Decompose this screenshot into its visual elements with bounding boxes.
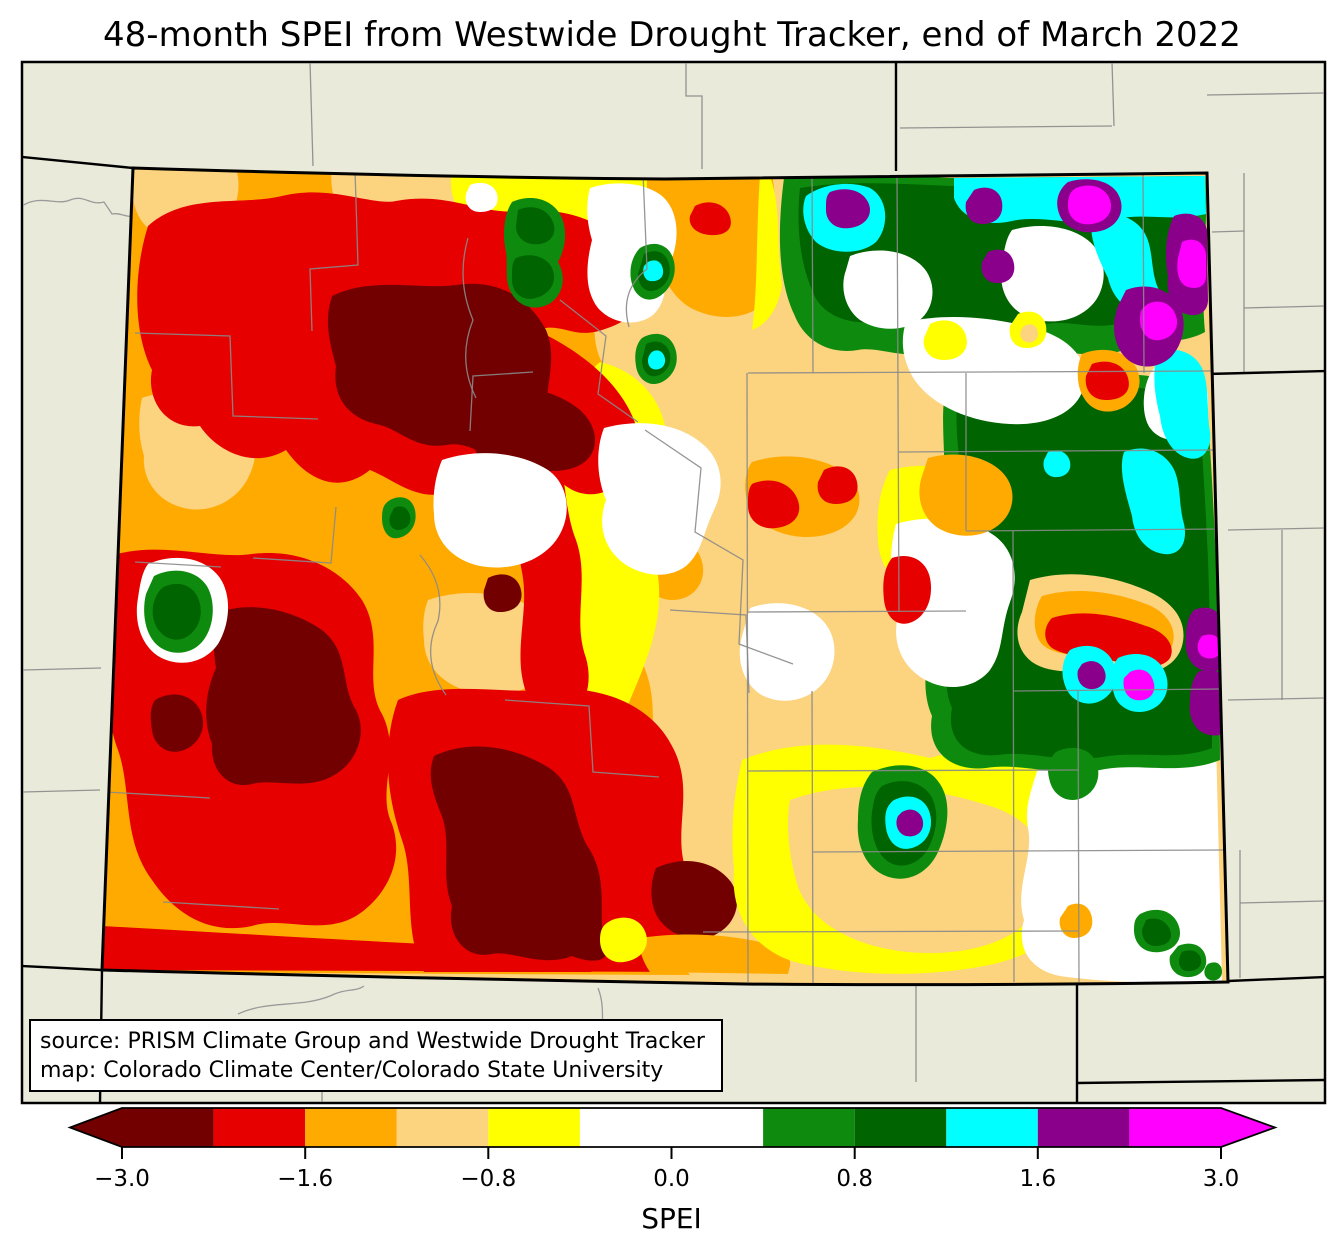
- svg-text:0.0: 0.0: [653, 1166, 690, 1192]
- figure-title: 48-month SPEI from Westwide Drought Trac…: [103, 15, 1241, 55]
- svg-text:−0.8: −0.8: [460, 1166, 516, 1192]
- svg-text:−3.0: −3.0: [94, 1166, 150, 1192]
- source-box: source: PRISM Climate Group and Westwide…: [29, 1019, 723, 1092]
- colorado-county-lines: [105, 169, 1225, 984]
- colorbar-axis-label: SPEI: [641, 1202, 702, 1235]
- svg-text:0.8: 0.8: [836, 1166, 873, 1192]
- map-credit-line: map: Colorado Climate Center/Colorado St…: [40, 1058, 663, 1083]
- colorbar-tick-labels: −3.0 −1.6 −0.8 0.0 0.8 1.6 3.0: [94, 1166, 1239, 1192]
- colorado-state-border: [100, 166, 1230, 987]
- svg-text:3.0: 3.0: [1203, 1166, 1240, 1192]
- spei-colorbar: −3.0 −1.6 −0.8 0.0 0.8 1.6 3.0 SPEI: [67, 1107, 1278, 1235]
- source-line: source: PRISM Climate Group and Westwide…: [40, 1029, 706, 1054]
- colorbar-segments: [122, 1108, 1221, 1147]
- svg-text:1.6: 1.6: [1020, 1166, 1057, 1192]
- colorbar-extend-low-arrow: [70, 1108, 122, 1147]
- spei-contours: [102, 168, 1228, 985]
- svg-text:−1.6: −1.6: [277, 1166, 333, 1192]
- colorbar-extend-high-arrow: [1221, 1108, 1275, 1147]
- neighbor-county-lines: [23, 63, 1324, 1102]
- colorbar-ticks: [121, 1147, 1222, 1159]
- source-box-frame: [29, 1019, 723, 1092]
